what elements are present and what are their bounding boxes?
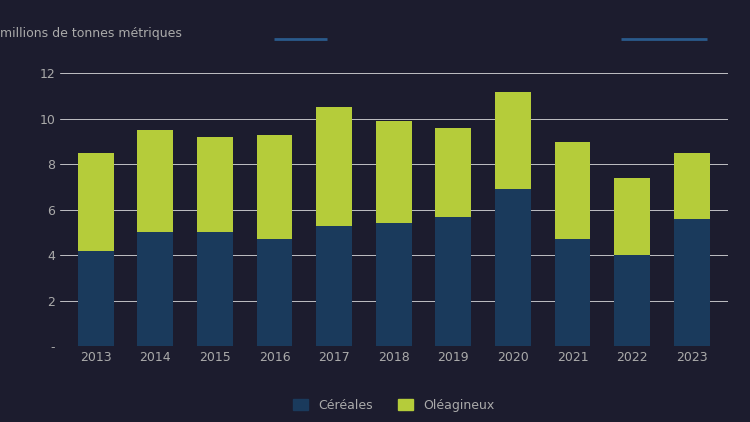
Bar bbox=[256, 239, 292, 346]
Bar bbox=[316, 226, 352, 346]
Bar bbox=[495, 189, 531, 346]
Bar bbox=[436, 128, 471, 216]
Bar bbox=[197, 137, 232, 233]
Bar bbox=[614, 178, 650, 255]
Bar bbox=[376, 223, 412, 346]
Bar bbox=[316, 108, 352, 226]
Bar bbox=[674, 219, 710, 346]
Bar bbox=[78, 153, 114, 251]
Bar bbox=[137, 130, 173, 233]
Bar bbox=[137, 233, 173, 346]
Text: millions de tonnes métriques: millions de tonnes métriques bbox=[0, 27, 182, 40]
Bar bbox=[555, 239, 590, 346]
Bar bbox=[78, 251, 114, 346]
Bar bbox=[555, 141, 590, 239]
Bar bbox=[674, 153, 710, 219]
Bar bbox=[376, 121, 412, 223]
Bar bbox=[436, 216, 471, 346]
Bar bbox=[614, 255, 650, 346]
Legend: Céréales, Oléagineux: Céréales, Oléagineux bbox=[288, 394, 500, 417]
Bar bbox=[197, 233, 232, 346]
Bar bbox=[495, 92, 531, 189]
Bar bbox=[256, 135, 292, 239]
